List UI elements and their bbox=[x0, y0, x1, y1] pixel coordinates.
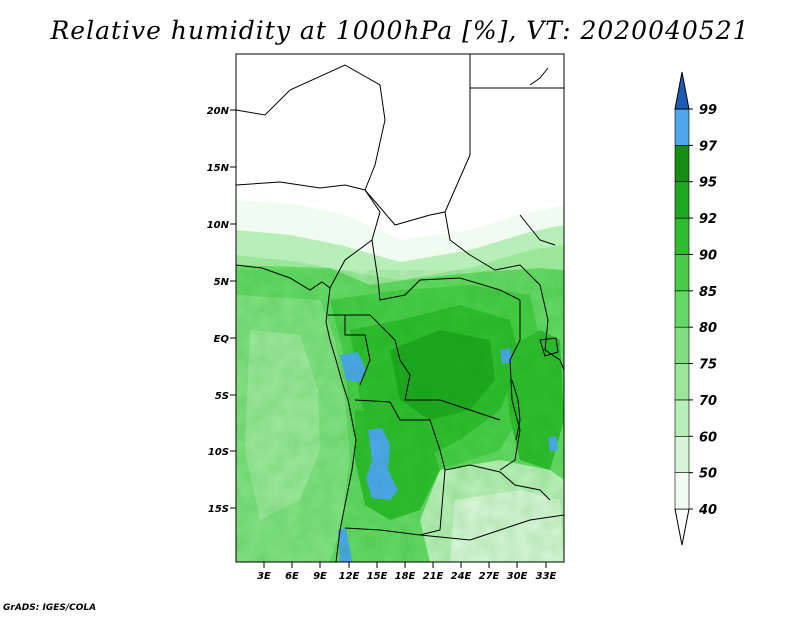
lon-tick-label: 9E bbox=[313, 571, 327, 582]
border-algeria-libya bbox=[236, 64, 386, 191]
lon-tick-label: 15E bbox=[367, 571, 388, 582]
colorbar-segment bbox=[674, 254, 690, 292]
chart-title: Relative humidity at 1000hPa [%], VT: 20… bbox=[50, 16, 750, 45]
colorbar-label: 70 bbox=[699, 394, 717, 409]
map-frame bbox=[235, 53, 565, 563]
lat-tick-label: 20N bbox=[207, 106, 230, 117]
colorbar: 40 50 60 70 75 80 85 90 92 95 97 99 bbox=[674, 71, 718, 546]
lon-tick-label: 3E bbox=[257, 571, 271, 582]
border-sudan-north bbox=[519, 214, 556, 246]
colorbar-segment bbox=[674, 435, 690, 473]
colorbar-segment bbox=[674, 217, 690, 255]
border-east-africa bbox=[539, 284, 564, 371]
colorbar-under-arrow bbox=[674, 508, 690, 546]
border-chad-sudan bbox=[444, 211, 541, 286]
border-congo-drc bbox=[345, 314, 501, 421]
lon-tick-label: 27E bbox=[479, 571, 500, 582]
lat-axis: 20N 15N 10N 5N EQ 5S 10S 15S bbox=[207, 106, 236, 515]
border-gabon bbox=[328, 314, 371, 386]
lake-tanganyika bbox=[511, 379, 521, 441]
colorbar-label: 97 bbox=[699, 139, 718, 154]
lat-tick-label: 10N bbox=[207, 220, 230, 231]
colorbar-label: 75 bbox=[699, 358, 717, 373]
border-south bbox=[419, 514, 564, 541]
border-drc-east bbox=[499, 300, 521, 471]
colorbar-segment bbox=[674, 181, 690, 219]
colorbar-segment bbox=[674, 472, 690, 510]
colorbar-label: 85 bbox=[699, 285, 717, 300]
colorbar-segment bbox=[674, 290, 690, 328]
lon-tick-label: 33E bbox=[536, 571, 557, 582]
border-car bbox=[371, 239, 521, 301]
lon-tick-label: 30E bbox=[507, 571, 528, 582]
map-panel bbox=[236, 54, 564, 562]
colorbar-label: 99 bbox=[699, 103, 717, 118]
colorbar-label: 90 bbox=[699, 248, 717, 263]
lat-tick-label: 15N bbox=[207, 163, 230, 174]
colorbar-segment bbox=[674, 363, 690, 401]
lat-tick-label: 5N bbox=[214, 277, 230, 288]
colorbar-over-arrow bbox=[674, 71, 690, 110]
lat-tick-label: 10S bbox=[208, 447, 229, 458]
lat-tick-label: 15S bbox=[208, 504, 229, 515]
border-niger-chad bbox=[236, 54, 471, 226]
lon-axis: 3E 6E 9E 12E 15E 18E 21E 24E 27E 30E 33E bbox=[257, 562, 557, 582]
colorbar-label: 95 bbox=[699, 176, 717, 191]
lon-tick-label: 6E bbox=[285, 571, 299, 582]
lon-tick-label: 24E bbox=[451, 571, 472, 582]
grads-credit: GrADS: IGES/COLA bbox=[3, 603, 97, 613]
humidity-texture bbox=[236, 270, 564, 562]
lon-tick-label: 12E bbox=[339, 571, 360, 582]
colorbar-label: 80 bbox=[699, 321, 717, 336]
coastline bbox=[236, 264, 357, 562]
border-angola bbox=[344, 399, 446, 536]
lat-tick-label: 5S bbox=[215, 391, 229, 402]
colorbar-label: 92 bbox=[699, 212, 717, 227]
lon-tick-label: 18E bbox=[395, 571, 416, 582]
colorbar-segment bbox=[674, 145, 690, 183]
lat-tick-label: EQ bbox=[214, 334, 230, 345]
colorbar-segment bbox=[674, 399, 690, 437]
coast-redsea bbox=[529, 67, 549, 86]
colorbar-label: 50 bbox=[699, 467, 717, 482]
country-borders bbox=[236, 54, 564, 562]
colorbar-label: 60 bbox=[699, 430, 717, 445]
colorbar-segment bbox=[674, 108, 690, 146]
lake-victoria bbox=[539, 337, 559, 357]
border-zambia bbox=[444, 464, 551, 501]
lon-tick-label: 21E bbox=[423, 571, 444, 582]
colorbar-label: 40 bbox=[698, 503, 717, 518]
colorbar-segment bbox=[674, 326, 690, 364]
